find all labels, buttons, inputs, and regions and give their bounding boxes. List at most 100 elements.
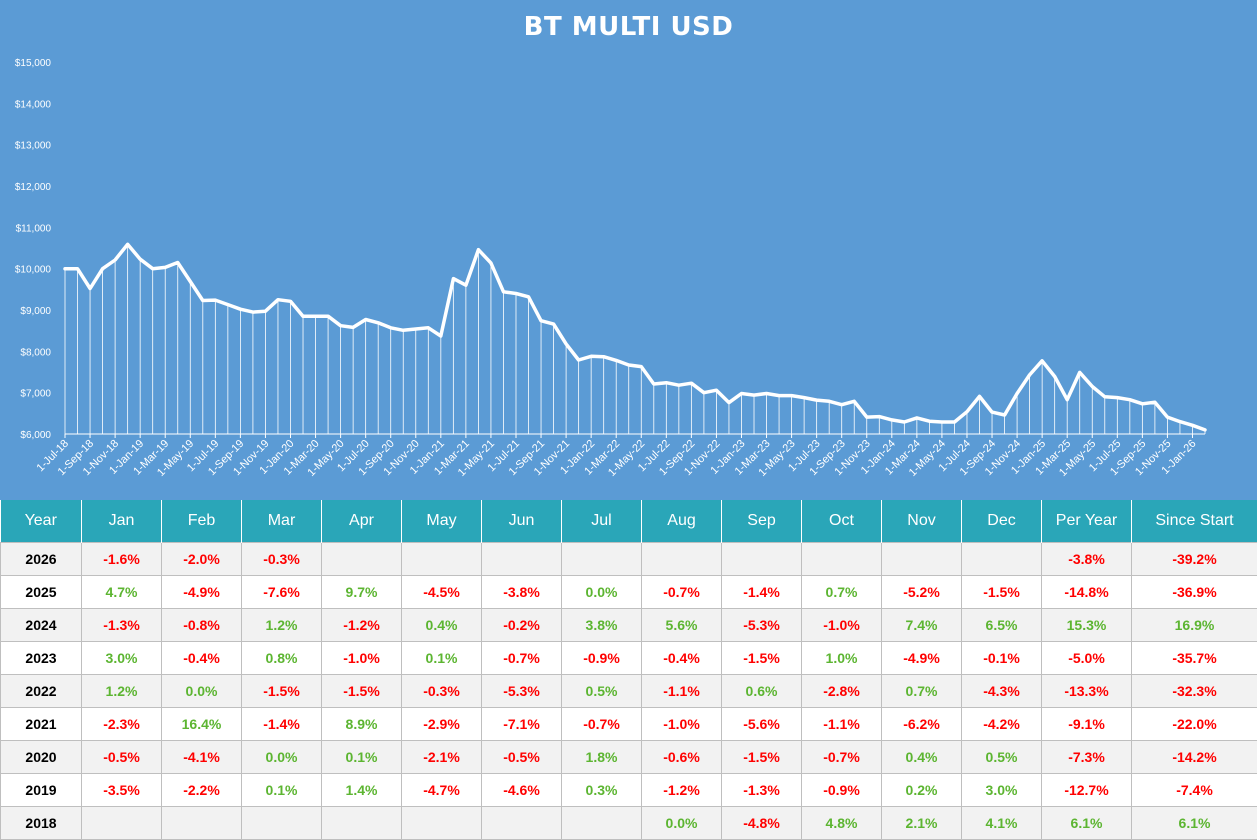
return-cell: -0.3% bbox=[401, 674, 482, 708]
return-cell bbox=[641, 542, 722, 576]
return-cell: 1.4% bbox=[321, 773, 402, 807]
return-cell: -0.3% bbox=[241, 542, 322, 576]
return-cell: -2.9% bbox=[401, 707, 482, 741]
returns-table: Year Jan Feb Mar Apr May Jun Jul Aug Sep Oct Nov Dec… bbox=[0, 500, 1257, 840]
chart-title: BT MULTI USD bbox=[523, 12, 734, 42]
return-cell: 3.0% bbox=[961, 773, 1042, 807]
return-cell: -36.9% bbox=[1131, 575, 1257, 609]
return-cell: -2.0% bbox=[161, 542, 242, 576]
return-cell: 0.1% bbox=[241, 773, 322, 807]
year-cell: 2021 bbox=[0, 707, 82, 741]
table-row: 2019 -3.5% -2.2% 0.1% 1.4% -4.7% -4.6% 0.3% -1.2… bbox=[0, 773, 1257, 807]
return-cell: -5.2% bbox=[881, 575, 962, 609]
return-cell: -4.8% bbox=[721, 806, 802, 840]
return-cell: -9.1% bbox=[1041, 707, 1132, 741]
return-cell: 5.6% bbox=[641, 608, 722, 642]
return-cell: 4.1% bbox=[961, 806, 1042, 840]
return-cell: -2.2% bbox=[161, 773, 242, 807]
return-cell: -32.3% bbox=[1131, 674, 1257, 708]
return-cell: -1.2% bbox=[321, 608, 402, 642]
return-cell: -1.4% bbox=[721, 575, 802, 609]
return-cell bbox=[561, 806, 642, 840]
return-cell: 0.8% bbox=[241, 641, 322, 675]
column-header: May bbox=[401, 500, 482, 543]
return-cell: 0.5% bbox=[561, 674, 642, 708]
chart-panel: $6,000 $7,000 $8,000 $9,000 $10,000 $11,000 $1… bbox=[0, 0, 1257, 500]
return-cell: 0.3% bbox=[561, 773, 642, 807]
return-cell: -13.3% bbox=[1041, 674, 1132, 708]
return-cell: -7.1% bbox=[481, 707, 562, 741]
y-tick-label: $9,000 bbox=[20, 306, 51, 317]
return-cell: 15.3% bbox=[1041, 608, 1132, 642]
column-header: Dec bbox=[961, 500, 1042, 543]
return-cell: 4.7% bbox=[81, 575, 162, 609]
return-cell: -4.3% bbox=[961, 674, 1042, 708]
y-tick-label: $14,000 bbox=[15, 99, 52, 110]
table-row: 2025 4.7% -4.9% -7.6% 9.7% -4.5% -3.8% 0.0% -0.7… bbox=[0, 575, 1257, 609]
return-cell: -2.8% bbox=[801, 674, 882, 708]
return-cell: -5.3% bbox=[721, 608, 802, 642]
return-cell bbox=[961, 542, 1042, 576]
return-cell: -4.1% bbox=[161, 740, 242, 774]
return-cell: -0.4% bbox=[641, 641, 722, 675]
line-chart: $6,000 $7,000 $8,000 $9,000 $10,000 $11,000 $1… bbox=[15, 58, 1207, 479]
return-cell: -35.7% bbox=[1131, 641, 1257, 675]
return-cell: -1.6% bbox=[81, 542, 162, 576]
return-cell: -5.6% bbox=[721, 707, 802, 741]
return-cell: -0.7% bbox=[801, 740, 882, 774]
return-cell: 7.4% bbox=[881, 608, 962, 642]
return-cell: 0.1% bbox=[401, 641, 482, 675]
return-cell bbox=[801, 542, 882, 576]
return-cell: -0.7% bbox=[561, 707, 642, 741]
year-cell: 2023 bbox=[0, 641, 82, 675]
return-cell bbox=[241, 806, 322, 840]
table-row: 2024 -1.3% -0.8% 1.2% -1.2% 0.4% -0.2% 3.8% 5.6%… bbox=[0, 608, 1257, 642]
return-cell: -0.6% bbox=[641, 740, 722, 774]
return-cell: -22.0% bbox=[1131, 707, 1257, 741]
return-cell: -0.5% bbox=[81, 740, 162, 774]
return-cell: 0.7% bbox=[881, 674, 962, 708]
return-cell: -1.2% bbox=[641, 773, 722, 807]
return-cell bbox=[81, 806, 162, 840]
return-cell: 1.2% bbox=[241, 608, 322, 642]
return-cell: -4.9% bbox=[881, 641, 962, 675]
return-cell: -14.8% bbox=[1041, 575, 1132, 609]
return-cell bbox=[721, 542, 802, 576]
return-cell: -7.4% bbox=[1131, 773, 1257, 807]
return-cell: -14.2% bbox=[1131, 740, 1257, 774]
return-cell: 0.0% bbox=[641, 806, 722, 840]
return-cell: 0.2% bbox=[881, 773, 962, 807]
return-cell: -2.1% bbox=[401, 740, 482, 774]
return-cell bbox=[401, 542, 482, 576]
return-cell: -7.3% bbox=[1041, 740, 1132, 774]
return-cell: 6.1% bbox=[1041, 806, 1132, 840]
return-cell: -0.8% bbox=[161, 608, 242, 642]
return-cell bbox=[321, 806, 402, 840]
return-cell: -1.5% bbox=[961, 575, 1042, 609]
table-row: 2023 3.0% -0.4% 0.8% -1.0% 0.1% -0.7% -0.9% -0.4… bbox=[0, 641, 1257, 675]
return-cell: 1.2% bbox=[81, 674, 162, 708]
return-cell: 0.6% bbox=[721, 674, 802, 708]
column-header: Jan bbox=[81, 500, 162, 543]
return-cell: 2.1% bbox=[881, 806, 962, 840]
y-tick-label: $11,000 bbox=[16, 223, 52, 234]
return-cell: -1.5% bbox=[241, 674, 322, 708]
return-cell: -12.7% bbox=[1041, 773, 1132, 807]
return-cell: -0.7% bbox=[481, 641, 562, 675]
return-cell: -1.4% bbox=[241, 707, 322, 741]
year-cell: 2018 bbox=[0, 806, 82, 840]
return-cell: 0.4% bbox=[881, 740, 962, 774]
table-row: 2020 -0.5% -4.1% 0.0% 0.1% -2.1% -0.5% 1.8% -0.6… bbox=[0, 740, 1257, 774]
column-header: Jul bbox=[561, 500, 642, 543]
y-tick-label: $6,000 bbox=[20, 430, 51, 441]
return-cell: -6.2% bbox=[881, 707, 962, 741]
return-cell: -3.8% bbox=[481, 575, 562, 609]
return-cell bbox=[481, 542, 562, 576]
year-cell: 2022 bbox=[0, 674, 82, 708]
return-cell bbox=[161, 806, 242, 840]
return-cell: -4.5% bbox=[401, 575, 482, 609]
return-cell: -1.5% bbox=[721, 641, 802, 675]
y-tick-label: $12,000 bbox=[15, 182, 52, 193]
column-header: Feb bbox=[161, 500, 242, 543]
year-cell: 2025 bbox=[0, 575, 82, 609]
